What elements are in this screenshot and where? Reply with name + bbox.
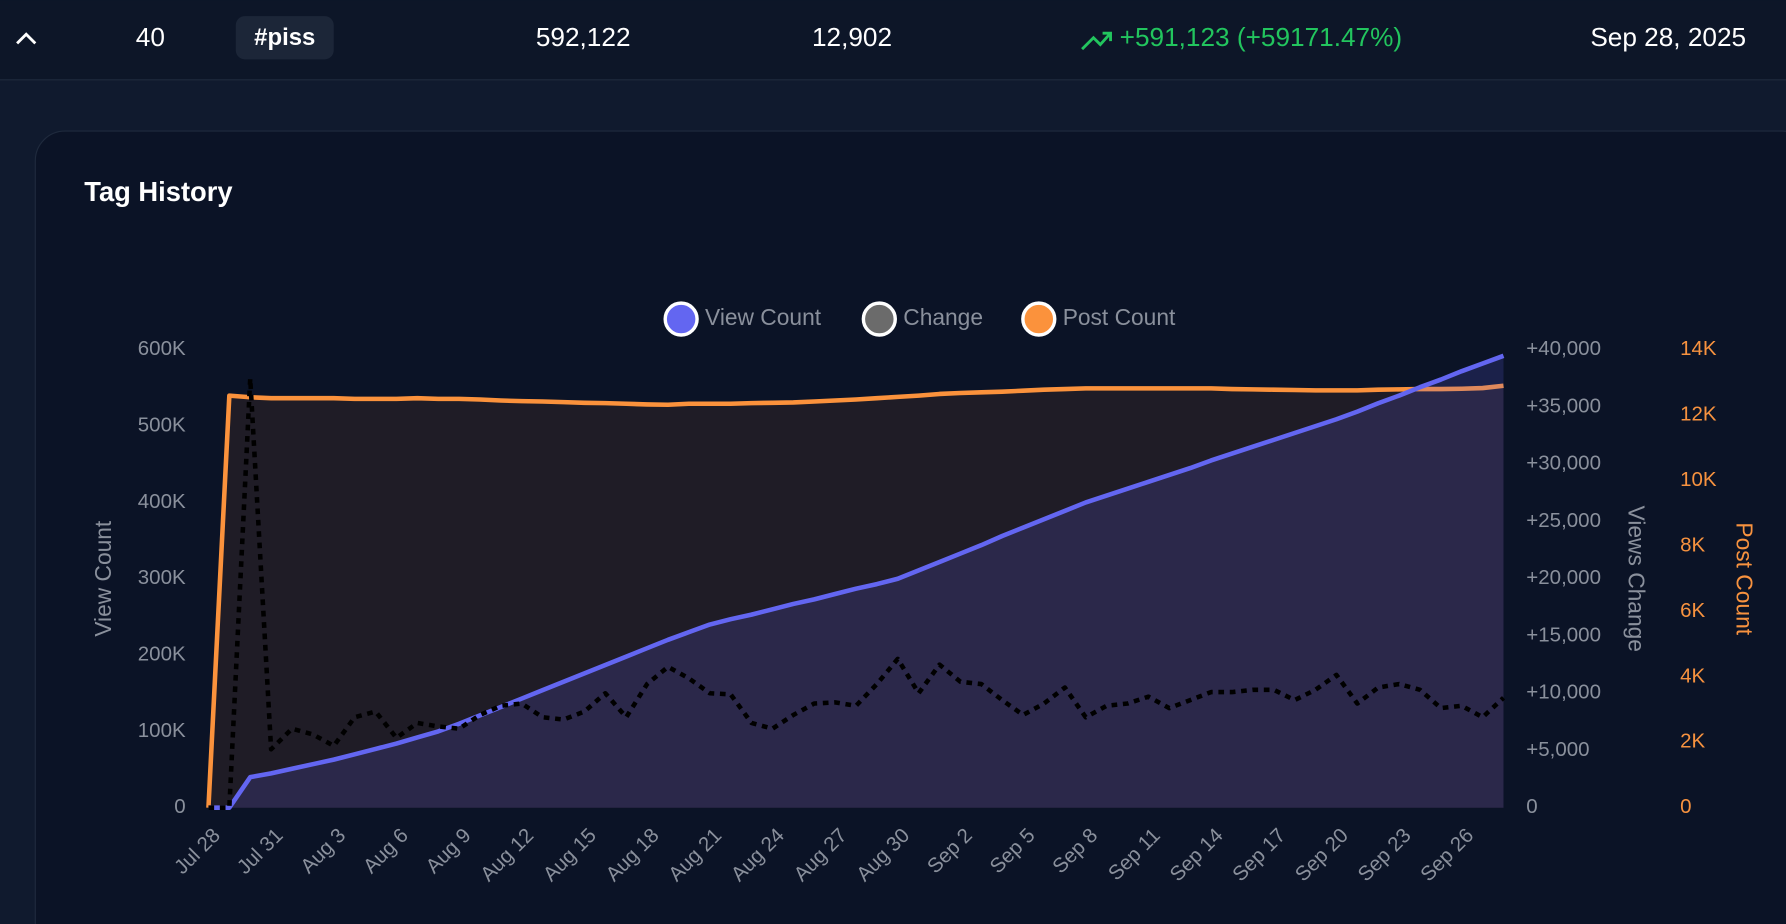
y2-tick-label: +35,000 — [1526, 394, 1601, 417]
y2-tick-label: +20,000 — [1526, 566, 1601, 589]
tag-chip[interactable] — [235, 16, 334, 60]
legend-swatch — [861, 301, 897, 337]
legend-swatch — [663, 301, 699, 337]
posts: 12,902 — [812, 22, 892, 52]
line — [208, 353, 1505, 810]
y-tick-label: 0 — [174, 795, 185, 818]
y-tick-label: 100K — [138, 719, 186, 742]
tag: #piss — [254, 24, 315, 51]
change: +591,123 (+59171.47%) — [1120, 22, 1402, 52]
y3-tick-label: 6K — [1680, 599, 1705, 622]
legend-swatch — [1021, 301, 1057, 337]
legend-label: Change — [903, 304, 983, 330]
y-tick-label: 600K — [138, 337, 186, 360]
y2-tick-label: +25,000 — [1526, 509, 1601, 532]
rank: 40 — [136, 22, 165, 52]
plot: 0 100K 200K 300K 400K 500K 600K 0 +5,000 +10,000 +… — [90, 301, 1758, 886]
card-title: Tag History — [84, 176, 233, 207]
y2-tick-label: +10,000 — [1526, 681, 1601, 704]
y3-tick-label: 12K — [1680, 403, 1717, 426]
legend-label: Post Count — [1063, 304, 1176, 330]
y3-tick-label: 0 — [1680, 795, 1691, 818]
y-tick-label: 500K — [138, 414, 186, 437]
y-tick-label: 200K — [138, 642, 186, 665]
y2-tick-label: +5,000 — [1526, 738, 1589, 761]
card — [34, 130, 1786, 924]
y2-tick-label: 0 — [1526, 795, 1537, 818]
line — [206, 383, 1504, 808]
y2-tick-label: +30,000 — [1526, 452, 1601, 475]
y-tick-label: 400K — [138, 490, 186, 513]
y-axis-title: View Count — [90, 520, 116, 637]
y2-tick-label: +15,000 — [1526, 623, 1601, 646]
y2-axis-title: Views Change — [1623, 506, 1649, 652]
y3-tick-label: 10K — [1680, 468, 1717, 491]
legend-label: View Count — [705, 304, 822, 330]
collapse-icon[interactable] — [16, 32, 37, 45]
line — [208, 376, 1506, 810]
trend-icon — [1081, 31, 1112, 51]
date: Sep 28, 2025 — [1590, 22, 1746, 52]
views: 592,122 — [536, 22, 631, 52]
y3-tick-label: 2K — [1680, 730, 1705, 753]
y3-tick-label: 8K — [1680, 533, 1705, 556]
y3-axis-title: Post Count — [1732, 522, 1758, 635]
y2-tick-label: +40,000 — [1526, 337, 1601, 360]
y-tick-label: 300K — [138, 566, 186, 589]
y3-tick-label: 14K — [1680, 337, 1717, 360]
y3-tick-label: 4K — [1680, 664, 1705, 687]
